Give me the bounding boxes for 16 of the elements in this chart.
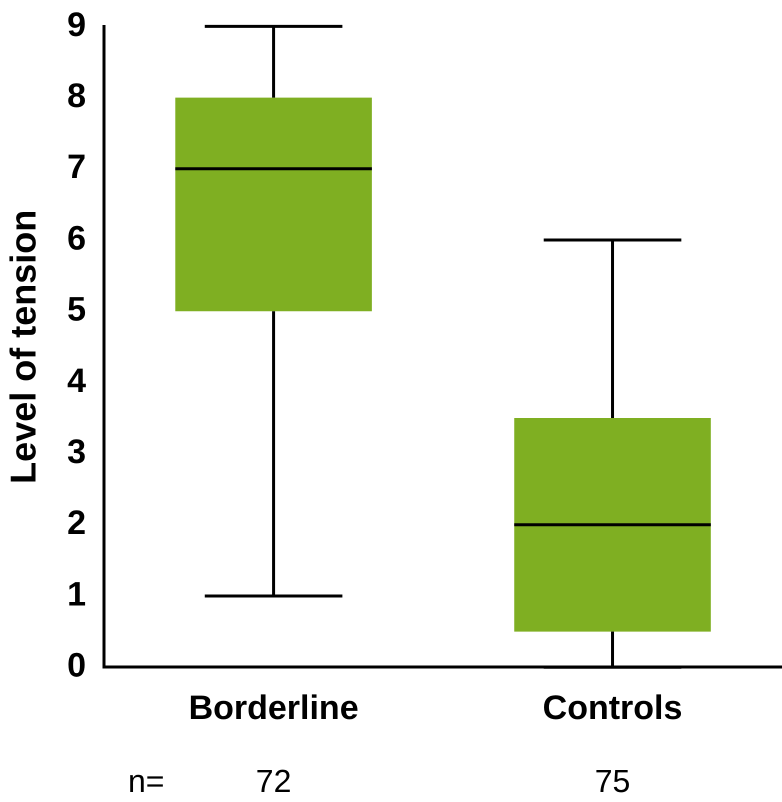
text: 75 <box>594 762 630 799</box>
y-axis-title: Level of tension <box>2 210 44 484</box>
y-tick-label: 1 <box>67 575 86 614</box>
y-tick-label: 4 <box>67 362 86 400</box>
text: n= <box>128 762 164 799</box>
x-tick-label: Controls <box>542 688 682 727</box>
x-tick-label: Borderline <box>188 688 359 727</box>
y-tick-label: 7 <box>67 148 86 186</box>
y-tick-label: 6 <box>67 219 86 258</box>
y-tick-label: 3 <box>67 432 86 471</box>
y-tick-label: 8 <box>67 76 86 115</box>
text: 72 <box>256 762 292 799</box>
y-tick-label: 9 <box>67 6 86 44</box>
y-tick-label: 0 <box>67 646 86 685</box>
y-tick-label: 5 <box>67 290 86 329</box>
y-tick-label: 2 <box>67 504 86 542</box>
